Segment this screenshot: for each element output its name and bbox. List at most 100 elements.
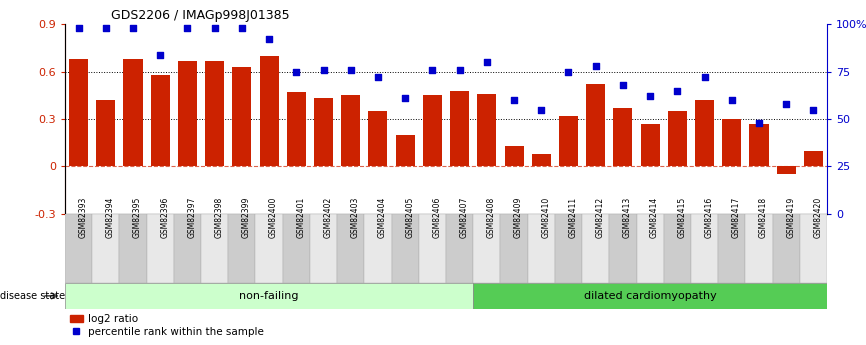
Text: GSM82410: GSM82410 (541, 197, 550, 238)
Bar (65, 214, 92, 283)
Bar (777, 167, 796, 174)
Bar (255, 214, 282, 283)
Text: GDS2206 / IMAGp998J01385: GDS2206 / IMAGp998J01385 (111, 9, 289, 22)
Text: GSM82414: GSM82414 (650, 197, 659, 238)
Bar (637, 214, 663, 283)
Bar (419, 214, 446, 283)
Point (534, 107, 548, 112)
Text: non-failing: non-failing (239, 291, 299, 301)
Text: GSM82399: GSM82399 (242, 197, 251, 238)
Text: GSM82413: GSM82413 (623, 197, 632, 238)
Bar (613, 108, 632, 167)
Bar (800, 214, 827, 283)
Text: GSM82412: GSM82412 (596, 197, 604, 238)
Text: GSM82411: GSM82411 (568, 197, 578, 238)
Point (589, 63, 603, 69)
Bar (473, 214, 501, 283)
Bar (92, 214, 120, 283)
Point (344, 67, 358, 72)
Text: GSM82416: GSM82416 (705, 197, 714, 238)
Bar (668, 111, 687, 167)
Bar (201, 214, 229, 283)
Text: GSM82420: GSM82420 (813, 197, 823, 238)
Bar (341, 95, 360, 167)
Point (643, 93, 657, 99)
Bar (505, 146, 524, 167)
Text: GSM82415: GSM82415 (677, 197, 687, 238)
Bar (287, 92, 306, 167)
Bar (174, 214, 201, 283)
Text: GSM82406: GSM82406 (432, 197, 442, 238)
Text: GSM82407: GSM82407 (460, 197, 469, 238)
Text: GSM82419: GSM82419 (786, 197, 795, 238)
Bar (501, 214, 527, 283)
Text: GSM82402: GSM82402 (324, 197, 333, 238)
Bar (663, 214, 691, 283)
Bar (151, 75, 170, 167)
Bar (555, 214, 582, 283)
Point (480, 59, 494, 65)
Point (317, 67, 331, 72)
Point (289, 69, 303, 74)
Text: GSM82408: GSM82408 (487, 197, 496, 238)
Point (425, 67, 439, 72)
Bar (746, 214, 772, 283)
Bar (391, 214, 419, 283)
Text: GSM82401: GSM82401 (296, 197, 306, 238)
Text: GSM82393: GSM82393 (79, 197, 87, 238)
Text: GSM82397: GSM82397 (187, 197, 197, 238)
Bar (446, 214, 473, 283)
Point (752, 120, 766, 126)
Bar (368, 111, 387, 167)
Bar (641, 124, 660, 167)
Point (806, 107, 820, 112)
Bar (772, 214, 800, 283)
Point (507, 97, 521, 103)
Point (725, 97, 739, 103)
Point (779, 101, 793, 107)
Text: GSM82405: GSM82405 (405, 197, 414, 238)
Point (616, 82, 630, 88)
Text: GSM82400: GSM82400 (269, 197, 278, 238)
Point (180, 25, 194, 31)
Point (670, 88, 684, 93)
Point (453, 67, 467, 72)
Bar (527, 214, 555, 283)
Text: GSM82395: GSM82395 (133, 197, 142, 238)
Bar (749, 124, 768, 167)
Bar (423, 95, 442, 167)
Bar (260, 56, 279, 167)
Point (398, 95, 412, 101)
Bar (124, 59, 143, 167)
Bar (804, 151, 823, 167)
Point (371, 75, 385, 80)
Text: GSM82398: GSM82398 (215, 197, 223, 238)
Point (99, 25, 113, 31)
Bar (691, 214, 718, 283)
Bar (282, 214, 310, 283)
Bar (232, 67, 251, 167)
Bar (365, 214, 391, 283)
Bar (65, 283, 473, 309)
Bar (337, 214, 365, 283)
Bar (205, 60, 224, 167)
Bar (146, 214, 174, 283)
Bar (396, 135, 415, 167)
Text: GSM82404: GSM82404 (378, 197, 387, 238)
Bar (314, 98, 333, 167)
Point (561, 69, 575, 74)
Bar (559, 116, 578, 167)
Bar (532, 154, 551, 167)
Point (262, 37, 276, 42)
Bar (96, 100, 115, 167)
Bar (473, 283, 827, 309)
Legend: log2 ratio, percentile rank within the sample: log2 ratio, percentile rank within the s… (70, 314, 264, 337)
Text: GSM82409: GSM82409 (514, 197, 523, 238)
Bar (229, 214, 255, 283)
Bar (178, 60, 197, 167)
Bar (582, 214, 610, 283)
Bar (695, 100, 714, 167)
Bar (718, 214, 746, 283)
Point (698, 75, 712, 80)
Text: GSM82418: GSM82418 (759, 197, 768, 238)
